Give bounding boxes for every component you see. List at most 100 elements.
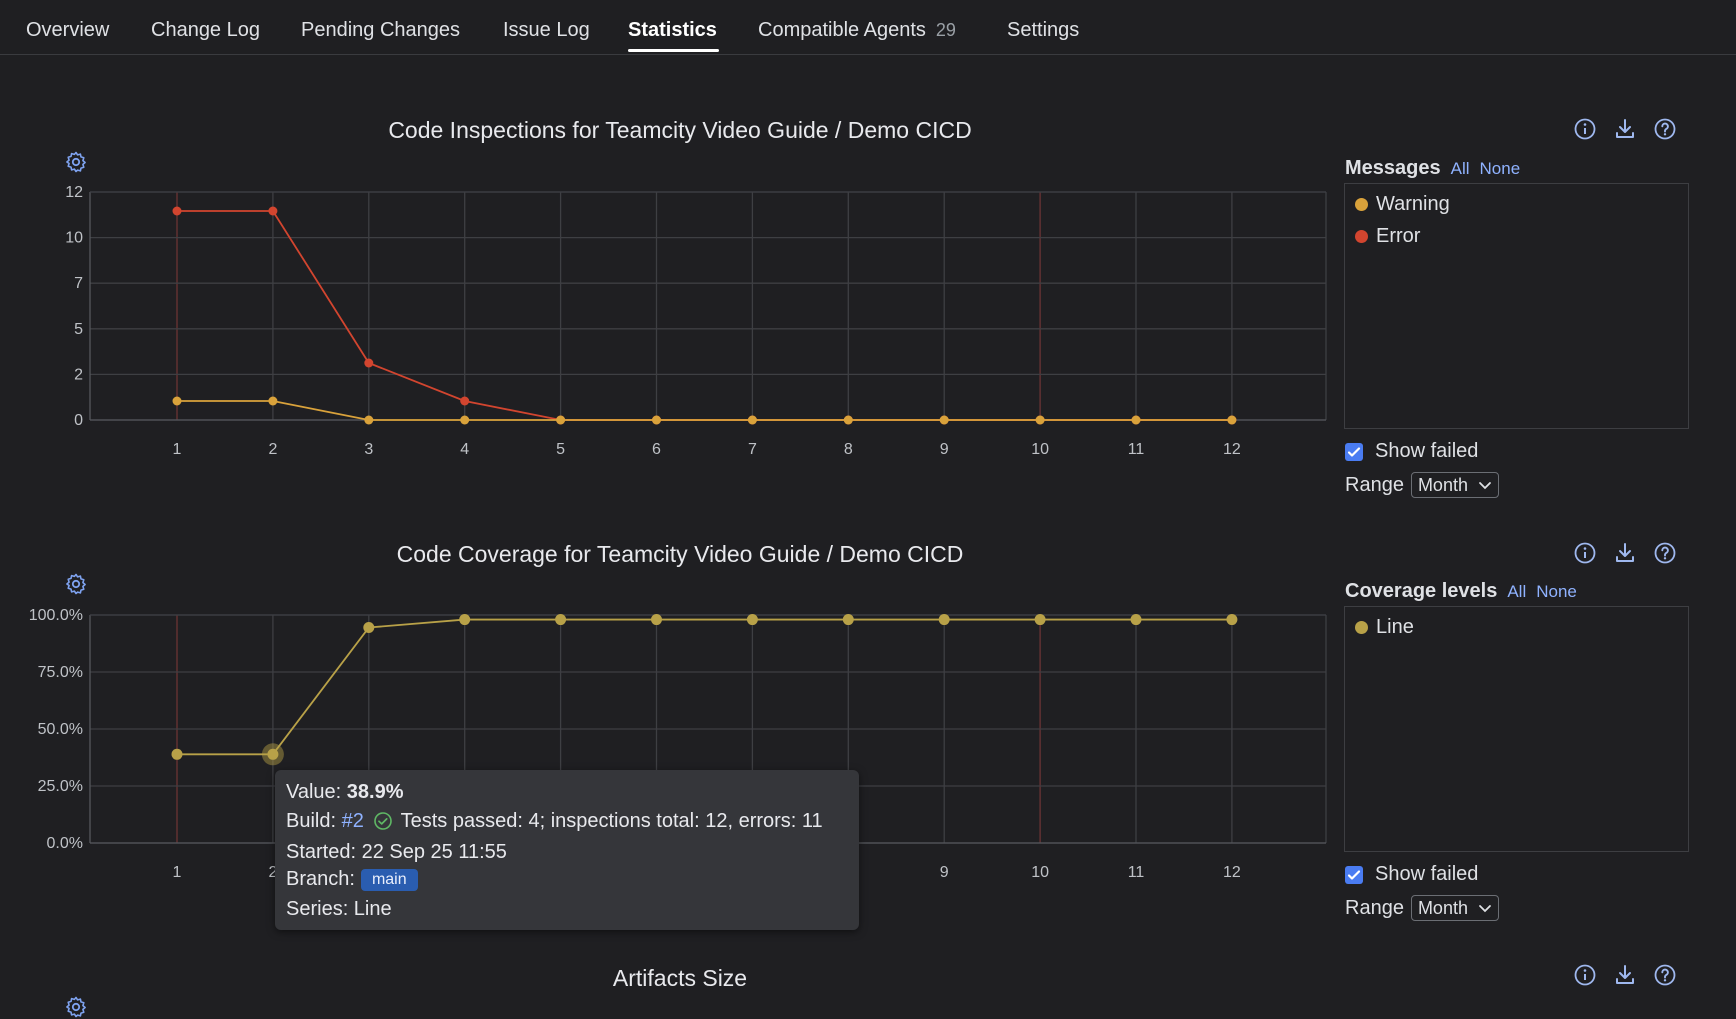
tab-label: Overview — [26, 19, 110, 41]
y-tick-label: 5 — [74, 321, 83, 338]
y-tick-label: 10 — [65, 230, 83, 247]
y-tick-label: 12 — [65, 184, 83, 201]
tooltip-branch-row: Branch: main — [286, 868, 418, 891]
coverage-title: Code Coverage for Teamcity Video Guide /… — [396, 541, 964, 567]
gear-icon[interactable] — [64, 150, 88, 174]
info-icon[interactable] — [1573, 963, 1597, 987]
legend-item-warning[interactable]: Warning — [1355, 192, 1688, 215]
tooltip-started: Started: 22 Sep 25 11:55 — [286, 841, 507, 863]
x-tick-label: 2 — [268, 441, 277, 458]
show-failed-row: Show failed — [1345, 440, 1478, 463]
range-row: Range Month — [1345, 895, 1499, 921]
line-dot — [1355, 620, 1368, 634]
data-point — [938, 614, 950, 626]
range-value: Month — [1417, 897, 1468, 918]
chart-tooltip: Value: 38.9% Build: #2 Tests passed: 4; … — [275, 770, 859, 930]
x-tick-label: 6 — [652, 441, 661, 458]
data-point — [363, 622, 375, 634]
data-point — [747, 415, 757, 425]
y-tick-label: 0.0% — [47, 835, 83, 852]
chevron-down-icon — [1479, 904, 1491, 912]
show-failed-row: Show failed — [1345, 863, 1478, 886]
tooltip-value-row: Value: 38.9% — [286, 781, 404, 804]
agents-count: 29 — [935, 20, 956, 40]
tab-change-log[interactable]: Change Log — [151, 19, 260, 42]
tab-overview[interactable]: Overview — [26, 19, 109, 42]
gear-icon[interactable] — [64, 995, 88, 1019]
legend-label: Line — [1376, 615, 1414, 638]
x-tick-label: 1 — [173, 864, 182, 881]
select-all-link[interactable]: All — [1450, 159, 1470, 178]
legend-item-error[interactable]: Error — [1355, 224, 1688, 247]
info-icon[interactable] — [1573, 541, 1597, 565]
x-tick-label: 12 — [1223, 441, 1241, 458]
x-tick-label: 8 — [844, 441, 853, 458]
warning-dot — [1355, 197, 1368, 211]
y-tick-label: 100.0% — [29, 607, 83, 624]
data-point — [555, 614, 567, 626]
download-icon[interactable] — [1613, 541, 1637, 565]
tab-settings[interactable]: Settings — [1007, 19, 1079, 42]
show-failed-checkbox[interactable] — [1345, 865, 1363, 884]
data-point — [652, 415, 661, 425]
data-point — [171, 748, 183, 760]
y-tick-label: 50.0% — [38, 721, 83, 738]
data-point — [746, 614, 758, 626]
download-icon[interactable] — [1613, 117, 1637, 141]
series-line-error — [177, 210, 1232, 421]
show-failed-checkbox[interactable] — [1345, 442, 1363, 461]
tab-compatible-agents[interactable]: Compatible Agents 29 — [758, 19, 956, 42]
data-point — [267, 748, 279, 760]
messages-panel-title: Messages All None — [1345, 157, 1520, 180]
data-point — [460, 415, 470, 425]
x-tick-label: 2 — [268, 864, 277, 881]
help-icon[interactable] — [1653, 117, 1677, 141]
data-point — [1226, 614, 1238, 626]
help-icon[interactable] — [1653, 963, 1677, 987]
data-point — [939, 415, 949, 425]
legend-label: Warning — [1376, 192, 1450, 215]
show-failed-label: Show failed — [1375, 863, 1479, 885]
select-all-link[interactable]: All — [1507, 582, 1527, 601]
legend-item-line[interactable]: Line — [1355, 615, 1688, 638]
tab-pending-changes[interactable]: Pending Changes — [301, 19, 460, 42]
data-point — [364, 415, 374, 425]
coverage-levels-label: Coverage levels — [1345, 580, 1498, 602]
y-tick-label: 25.0% — [38, 778, 83, 795]
download-icon[interactable] — [1613, 963, 1637, 987]
range-row: Range Month — [1345, 472, 1499, 498]
chart-actions — [1573, 117, 1677, 141]
tab-label: Statistics — [628, 19, 717, 41]
info-icon[interactable] — [1573, 117, 1597, 141]
legend-label: Error — [1376, 224, 1421, 247]
build-link[interactable]: #2 — [341, 810, 364, 832]
tooltip-series: Series: Line — [286, 898, 392, 920]
y-tick-label: 75.0% — [38, 664, 83, 681]
x-tick-label: 4 — [460, 441, 469, 458]
data-point — [556, 415, 566, 425]
artifacts-title: Artifacts Size — [612, 965, 748, 991]
select-none-link[interactable]: None — [1536, 582, 1577, 601]
data-point — [459, 614, 471, 626]
branch-badge[interactable]: main — [360, 869, 418, 891]
data-point — [172, 396, 182, 406]
x-tick-label: 9 — [940, 864, 949, 881]
tab-bar: Overview Change Log Pending Changes Issu… — [0, 0, 1736, 55]
x-tick-label: 1 — [173, 441, 182, 458]
range-select[interactable]: Month — [1410, 895, 1499, 921]
tab-label: Issue Log — [503, 19, 590, 41]
help-icon[interactable] — [1653, 541, 1677, 565]
tooltip-build-label: Build: — [286, 810, 337, 832]
data-point — [1034, 614, 1046, 626]
y-tick-label: 0 — [74, 412, 83, 429]
gear-icon[interactable] — [64, 572, 88, 596]
x-tick-label: 11 — [1128, 441, 1145, 458]
range-select[interactable]: Month — [1410, 472, 1499, 498]
tab-statistics[interactable]: Statistics — [628, 19, 717, 42]
range-value: Month — [1417, 474, 1468, 495]
select-none-link[interactable]: None — [1479, 159, 1521, 178]
coverage-levels-panel-title: Coverage levels All None — [1345, 580, 1577, 603]
tab-label: Pending Changes — [301, 19, 461, 41]
data-point — [1227, 415, 1237, 425]
tab-issue-log[interactable]: Issue Log — [503, 19, 590, 42]
